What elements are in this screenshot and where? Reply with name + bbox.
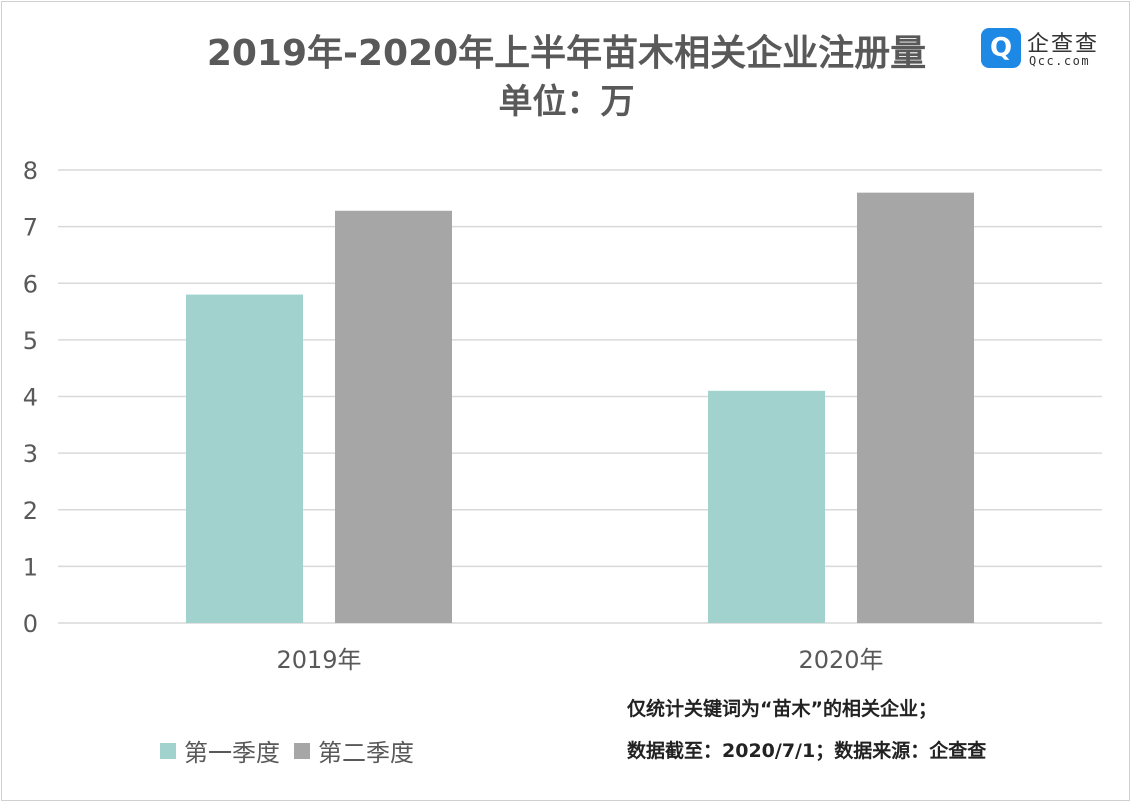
y-tick-label: 7 <box>23 214 38 242</box>
y-tick-label: 0 <box>23 610 38 638</box>
y-tick-label: 2 <box>23 497 38 525</box>
x-category-label: 2019年 <box>276 646 361 674</box>
legend-label-q1: 第一季度 <box>184 739 280 767</box>
y-tick-label: 6 <box>23 270 38 298</box>
bar-2-2 <box>857 192 974 623</box>
logo-brand-en: Qcc.com <box>1029 54 1091 68</box>
y-tick-label: 3 <box>23 440 38 468</box>
legend-item-q2: 第二季度 <box>294 733 414 768</box>
qcc-logo-icon: Q <box>981 28 1021 68</box>
logo-brand-cn: 企查查 <box>1027 32 1100 57</box>
y-tick-label: 5 <box>23 327 38 355</box>
qcc-logo: Q 企查查 Qcc.com <box>981 26 1111 72</box>
legend: 第一季度 第二季度 <box>160 733 428 768</box>
x-category-label: 2020年 <box>798 646 883 674</box>
bar-1-1 <box>186 294 303 623</box>
chart-title: 2019年-2020年上半年苗木相关企业注册量 <box>206 33 927 74</box>
legend-item-q1: 第一季度 <box>160 733 280 768</box>
chart-unit: 单位：万 <box>498 82 635 122</box>
footnote-scope: 仅统计关键词为“苗木”的相关企业； <box>627 698 937 720</box>
legend-swatch-q2 <box>294 742 310 759</box>
y-tick-label: 4 <box>23 384 38 412</box>
y-tick-label: 8 <box>23 157 38 185</box>
footnote-source: 数据截至：2020/7/1；数据来源：企查查 <box>627 740 987 762</box>
bar-1-2 <box>708 390 825 623</box>
bar-2-1 <box>335 210 452 623</box>
legend-label-q2: 第二季度 <box>318 739 414 767</box>
legend-swatch-q1 <box>160 742 176 759</box>
y-tick-label: 1 <box>23 553 38 581</box>
